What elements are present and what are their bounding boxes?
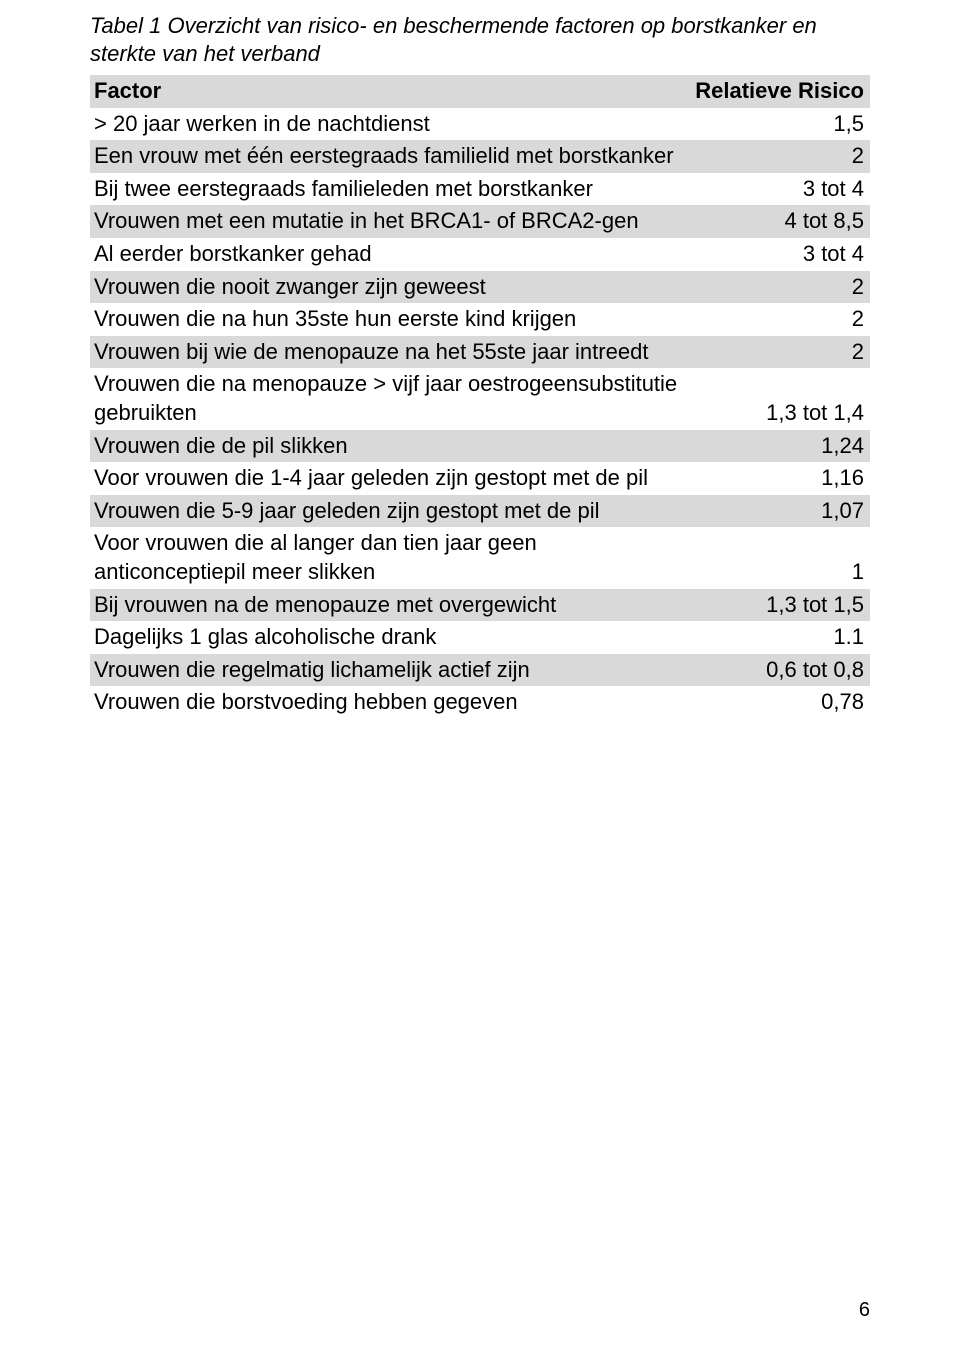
table-row: Al eerder borstkanker gehad 3 tot 4 (90, 238, 870, 271)
table-row: Vrouwen die borstvoeding hebben gegeven … (90, 686, 870, 719)
value-cell: 2 (691, 140, 870, 173)
table-row: Voor vrouwen die 1-4 jaar geleden zijn g… (90, 462, 870, 495)
table-row: Vrouwen die regelmatig lichamelijk actie… (90, 654, 870, 687)
table-row: Vrouwen bij wie de menopauze na het 55st… (90, 336, 870, 369)
factor-cell: Bij twee eerstegraads familieleden met b… (90, 173, 691, 206)
factor-cell: > 20 jaar werken in de nachtdienst (90, 108, 691, 141)
value-cell: 3 tot 4 (691, 173, 870, 206)
factor-cell: Vrouwen die regelmatig lichamelijk actie… (90, 654, 691, 687)
risk-table: Factor Relatieve Risico > 20 jaar werken… (90, 75, 870, 719)
value-cell: 2 (691, 336, 870, 369)
factor-cell: Dagelijks 1 glas alcoholische drank (90, 621, 691, 654)
factor-cell: Een vrouw met één eerstegraads familieli… (90, 140, 691, 173)
value-cell: 1,07 (691, 495, 870, 528)
table-row: Een vrouw met één eerstegraads familieli… (90, 140, 870, 173)
table-row: Vrouwen die 5-9 jaar geleden zijn gestop… (90, 495, 870, 528)
factor-cell: Bij vrouwen na de menopauze met overgewi… (90, 589, 691, 622)
table-row: Bij vrouwen na de menopauze met overgewi… (90, 589, 870, 622)
value-cell: 0,6 tot 0,8 (691, 654, 870, 687)
table-header-row: Factor Relatieve Risico (90, 75, 870, 108)
factor-cell: Voor vrouwen die 1-4 jaar geleden zijn g… (90, 462, 691, 495)
factor-cell: Voor vrouwen die al langer dan tien jaar… (90, 527, 691, 588)
value-cell: 1,5 (691, 108, 870, 141)
factor-cell: Vrouwen met een mutatie in het BRCA1- of… (90, 205, 691, 238)
table-row: Bij twee eerstegraads familieleden met b… (90, 173, 870, 206)
header-factor: Factor (90, 75, 691, 108)
factor-cell: Vrouwen die na menopauze > vijf jaar oes… (90, 368, 691, 429)
value-cell: 3 tot 4 (691, 238, 870, 271)
table-row: Vrouwen die na hun 35ste hun eerste kind… (90, 303, 870, 336)
value-cell: 1,16 (691, 462, 870, 495)
factor-cell: Vrouwen bij wie de menopauze na het 55st… (90, 336, 691, 369)
table-row: Vrouwen met een mutatie in het BRCA1- of… (90, 205, 870, 238)
factor-cell: Vrouwen die nooit zwanger zijn geweest (90, 271, 691, 304)
value-cell: 2 (691, 303, 870, 336)
value-cell: 1,3 tot 1,4 (691, 368, 870, 429)
value-cell: 4 tot 8,5 (691, 205, 870, 238)
factor-cell: Vrouwen die de pil slikken (90, 430, 691, 463)
value-cell: 0,78 (691, 686, 870, 719)
table-row: Voor vrouwen die al langer dan tien jaar… (90, 527, 870, 588)
table-row: Vrouwen die nooit zwanger zijn geweest 2 (90, 271, 870, 304)
factor-cell: Vrouwen die borstvoeding hebben gegeven (90, 686, 691, 719)
factor-cell: Vrouwen die na hun 35ste hun eerste kind… (90, 303, 691, 336)
value-cell: 1,24 (691, 430, 870, 463)
value-cell: 1,3 tot 1,5 (691, 589, 870, 622)
factor-cell: Vrouwen die 5-9 jaar geleden zijn gestop… (90, 495, 691, 528)
table-title: Tabel 1 Overzicht van risico- en bescher… (90, 12, 870, 67)
header-value: Relatieve Risico (691, 75, 870, 108)
document-page: Tabel 1 Overzicht van risico- en bescher… (0, 0, 960, 1358)
factor-cell: Al eerder borstkanker gehad (90, 238, 691, 271)
risk-table-body: Factor Relatieve Risico > 20 jaar werken… (90, 75, 870, 719)
page-number: 6 (859, 1299, 870, 1322)
table-row: Dagelijks 1 glas alcoholische drank 1.1 (90, 621, 870, 654)
value-cell: 1.1 (691, 621, 870, 654)
table-row: Vrouwen die na menopauze > vijf jaar oes… (90, 368, 870, 429)
table-row: > 20 jaar werken in de nachtdienst 1,5 (90, 108, 870, 141)
value-cell: 2 (691, 271, 870, 304)
value-cell: 1 (691, 527, 870, 588)
table-row: Vrouwen die de pil slikken 1,24 (90, 430, 870, 463)
